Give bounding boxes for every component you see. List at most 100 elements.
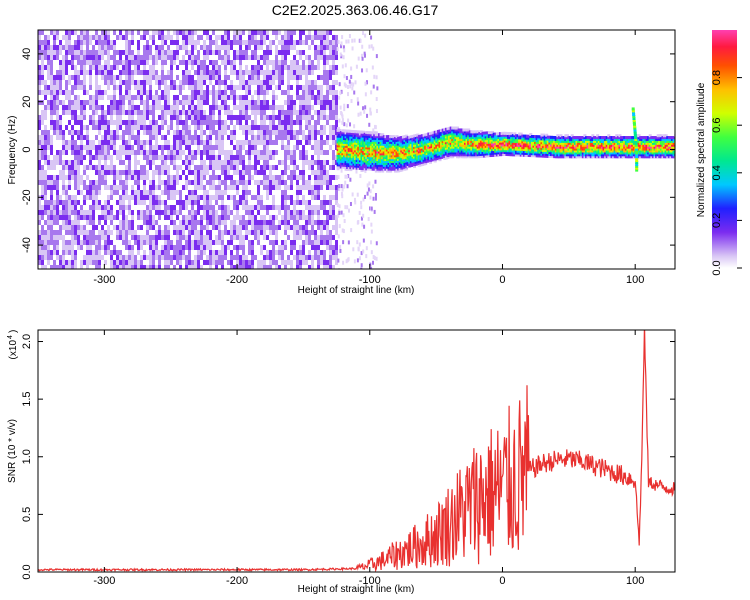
- heatmap-noise-cell: [284, 210, 287, 215]
- heatmap-noise-cell: [56, 230, 59, 235]
- heatmap-noise-cell: [275, 65, 278, 70]
- heatmap-noise-cell: [134, 135, 137, 140]
- heatmap-signal-cell: [390, 161, 394, 165]
- heatmap-noise-cell: [71, 50, 74, 55]
- heatmap-noise-cell: [293, 100, 296, 105]
- heatmap-noise-cell: [137, 120, 140, 125]
- heatmap-noise-cell: [365, 254, 368, 259]
- heatmap-noise-cell: [290, 215, 293, 220]
- heatmap-noise-cell: [68, 95, 71, 100]
- heatmap-noise-cell: [369, 206, 372, 211]
- heatmap-noise-cell: [191, 170, 194, 175]
- heatmap-noise-cell: [80, 125, 83, 130]
- heatmap-noise-cell: [245, 90, 248, 95]
- heatmap-noise-cell: [212, 160, 215, 165]
- heatmap-noise-cell: [218, 45, 221, 50]
- heatmap-noise-cell: [197, 60, 200, 65]
- heatmap-noise-cell: [329, 110, 332, 115]
- heatmap-signal-cell: [387, 169, 391, 173]
- heatmap-noise-cell: [107, 50, 110, 55]
- heatmap-signal-cell: [371, 163, 375, 167]
- heatmap-noise-cell: [119, 105, 122, 110]
- heatmap-noise-cell: [128, 40, 131, 45]
- heatmap-noise-cell: [98, 265, 101, 269]
- heatmap-noise-cell: [104, 200, 107, 205]
- heatmap-noise-cell: [284, 120, 287, 125]
- heatmap-signal-cell: [360, 149, 364, 153]
- heatmap-noise-cell: [203, 190, 206, 195]
- heatmap-noise-cell: [230, 255, 233, 260]
- heatmap-noise-cell: [68, 100, 71, 105]
- heatmap-signal-cell: [371, 133, 375, 137]
- heatmap-noise-cell: [314, 50, 317, 55]
- heatmap-noise-cell: [360, 205, 363, 210]
- heatmap-noise-cell: [203, 200, 206, 205]
- heatmap-noise-cell: [366, 113, 369, 118]
- heatmap-noise-cell: [287, 165, 290, 170]
- heatmap-noise-cell: [263, 255, 266, 260]
- heatmap-noise-cell: [50, 150, 53, 155]
- heatmap-noise-cell: [50, 145, 53, 150]
- heatmap-noise-cell: [101, 175, 104, 180]
- heatmap-signal-cell: [414, 147, 418, 151]
- heatmap-signal-cell: [393, 165, 397, 169]
- heatmap-noise-cell: [227, 60, 230, 65]
- heatmap-noise-cell: [89, 140, 92, 145]
- heatmap-signal-cell: [409, 164, 413, 168]
- heatmap-noise-cell: [233, 170, 236, 175]
- heatmap-noise-cell: [233, 225, 236, 230]
- heatmap-noise-cell: [95, 85, 98, 90]
- heatmap-signal-cell: [409, 135, 413, 139]
- heatmap-noise-cell: [98, 45, 101, 50]
- heatmap-noise-cell: [212, 75, 215, 80]
- heatmap-noise-cell: [68, 220, 71, 225]
- heatmap-noise-cell: [101, 145, 104, 150]
- heatmap-noise-cell: [218, 150, 221, 155]
- heatmap-noise-cell: [185, 75, 188, 80]
- heatmap-noise-cell: [200, 205, 203, 210]
- heatmap-noise-cell: [320, 125, 323, 130]
- heatmap-noise-cell: [167, 45, 170, 50]
- heatmap-signal-cell: [350, 145, 354, 149]
- heatmap-noise-cell: [343, 219, 346, 224]
- heatmap-signal-cell: [350, 166, 354, 170]
- heatmap-noise-cell: [95, 165, 98, 170]
- heatmap-noise-cell: [104, 70, 107, 75]
- heatmap-noise-cell: [137, 60, 140, 65]
- heatmap-noise-cell: [110, 240, 113, 245]
- heatmap-noise-cell: [209, 35, 212, 40]
- heatmap-signal-cell: [365, 159, 369, 163]
- heatmap-signal-cell: [368, 150, 372, 154]
- heatmap-noise-cell: [146, 235, 149, 240]
- figure-title: C2E2.2025.363.06.46.G17: [272, 2, 439, 18]
- heatmap-noise-cell: [212, 220, 215, 225]
- heatmap-noise-cell: [59, 75, 62, 80]
- heatmap-noise-cell: [296, 235, 299, 240]
- heatmap-noise-cell: [332, 125, 335, 130]
- heatmap-noise-cell: [248, 160, 251, 165]
- heatmap-noise-cell: [143, 200, 146, 205]
- heatmap-noise-cell: [345, 76, 348, 81]
- heatmap-noise-cell: [140, 240, 143, 245]
- heatmap-noise-cell: [137, 50, 140, 55]
- heatmap-signal-cell: [344, 160, 348, 164]
- heatmap-noise-cell: [56, 205, 59, 210]
- heatmap-noise-cell: [92, 255, 95, 260]
- heatmap-noise-cell: [308, 100, 311, 105]
- heatmap-noise-cell: [251, 230, 254, 235]
- heatmap-noise-cell: [92, 115, 95, 120]
- heatmap-signal-cell: [352, 143, 356, 147]
- heatmap-signal-cell: [381, 161, 385, 165]
- heatmap-noise-cell: [104, 240, 107, 245]
- heatmap-noise-cell: [251, 110, 254, 115]
- heatmap-noise-cell: [230, 140, 233, 145]
- heatmap-noise-cell: [113, 185, 116, 190]
- heatmap-signal-cell: [403, 137, 407, 141]
- heatmap-noise-cell: [104, 235, 107, 240]
- heatmap-signal-cell: [427, 134, 431, 138]
- heatmap-signal-cell: [347, 152, 351, 156]
- heatmap-noise-cell: [164, 210, 167, 215]
- heatmap-signal-cell: [344, 163, 348, 167]
- heatmap-noise-cell: [158, 50, 161, 55]
- heatmap-noise-cell: [158, 100, 161, 105]
